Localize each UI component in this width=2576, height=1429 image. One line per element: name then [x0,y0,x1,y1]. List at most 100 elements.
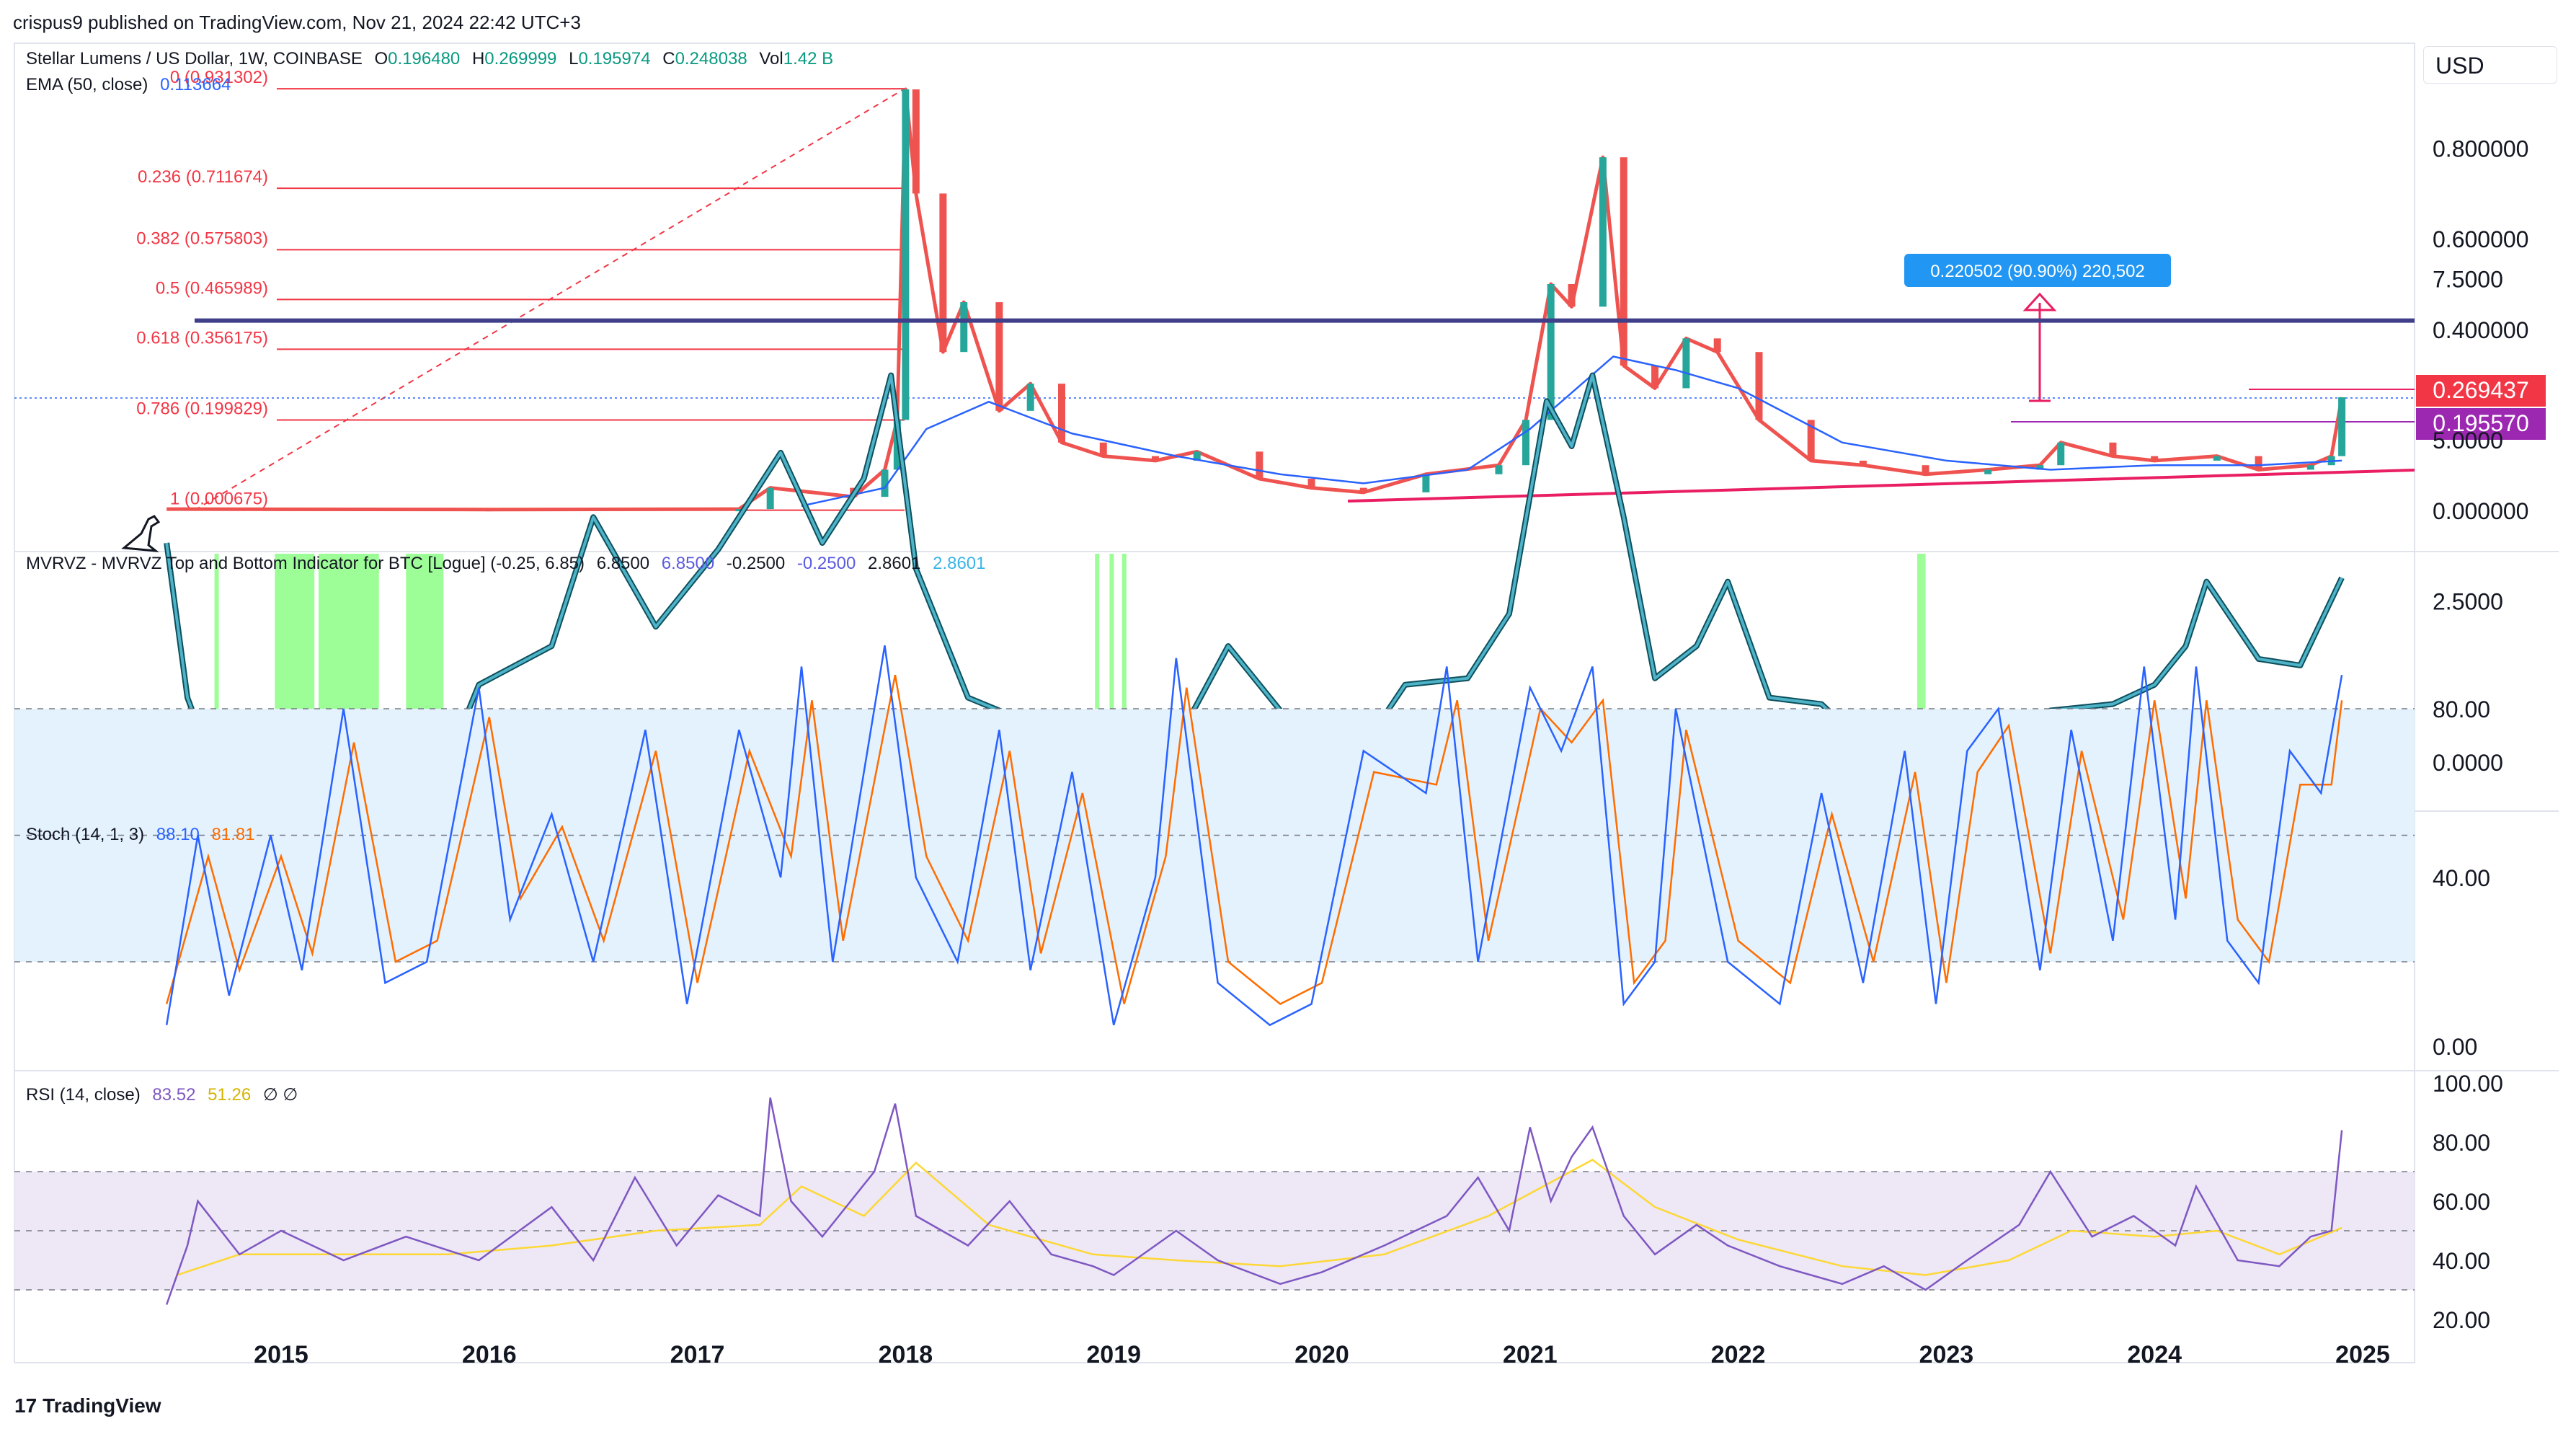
time-axis-label: 2021 [1503,1341,1558,1368]
rsi-axis-label: 100.00 [2433,1071,2503,1097]
rsi-label: RSI (14, close) [26,1085,141,1105]
rsi-axis-label: 60.00 [2433,1189,2490,1215]
stoch-label: Stoch (14, 1, 3) [26,825,145,844]
ohlc-close: C0.248038 [662,49,747,68]
price-candle [1547,284,1555,420]
price-candle [1026,384,1034,411]
ohlc-high: H0.269999 [471,49,557,68]
price-candle [1359,487,1367,492]
rsi-axis-label: 20.00 [2433,1307,2490,1333]
price-candle [1682,338,1690,389]
fib-label-0.618: 0.618 (0.356175) [136,328,268,348]
price-candle [2036,465,2044,470]
price-axis-label: 0.000000 [2433,498,2528,524]
fib-label-0: 0 (0.931302) [170,68,268,87]
stoch-axis-label: 40.00 [2433,865,2490,891]
current-price-badge [2416,375,2546,407]
price-candle [1151,456,1159,461]
price-candle [1651,366,1659,389]
mvrvz-green-zone [214,554,219,810]
ema-value: 0.113664 [160,75,231,94]
mvrvz-green-zone [1095,554,1100,810]
price-axis-label: 0.400000 [2433,317,2528,343]
mvrvz-label: MVRVZ - MVRVZ Top and Bottom Indicator f… [26,554,585,573]
price-candle [939,193,947,353]
price-candle [2306,465,2314,470]
rsi-legend: RSI (14, close) 83.52 51.26 ∅ ∅ [26,1084,305,1105]
time-axis-label: 2023 [1919,1341,1974,1368]
fib-label-1: 1 (0.000675) [170,490,268,509]
time-axis-label: 2015 [254,1341,308,1368]
ohlc-low: L0.195974 [569,49,651,68]
time-axis-label: 2020 [1294,1341,1349,1368]
price-candle [2338,397,2346,456]
mvrvz-value-2: 6.8500 [661,554,715,573]
level-price-badge-label: 0.195570 [2433,410,2528,436]
rsi-ma-line [177,1159,2342,1276]
price-candle [485,509,493,512]
mvrvz-value-4: -0.2500 [796,554,856,573]
ohlc-open: O0.196480 [374,49,461,68]
price-candle [2109,442,2117,456]
price-candle [735,509,743,512]
mvrvz-axis-label: 2.5000 [2433,589,2503,615]
rsi-ma-value: 51.26 [208,1085,252,1105]
measure-label: 0.220502 (90.90%) 220,502 [1930,262,2145,281]
fib-trend-line [194,88,905,511]
price-candle [2255,456,2262,470]
price-candle [766,487,774,510]
stoch-axis-label: 0.00 [2433,1034,2477,1060]
mvrvz-axis-label: 5.0000 [2433,428,2503,454]
stoch-legend: Stoch (14, 1, 3) 88.10 81.81 [26,825,262,845]
mvrvz-green-zone [1122,554,1127,810]
time-axis-label: 2018 [879,1341,933,1368]
rsi-axis-label: 80.00 [2433,1130,2490,1156]
footer-brand-label: TradingView [43,1394,161,1417]
price-candle [1568,284,1576,307]
mvrvz-value-1: 6.8500 [596,554,650,573]
currency-button[interactable]: USD [2423,46,2557,84]
publisher-line: crispus9 published on TradingView.com, N… [13,12,581,33]
measure-label-box [1904,254,2171,287]
stoch-d-value: 81.81 [211,825,255,844]
price-candle [1307,479,1315,488]
time-axis-label: 2024 [2127,1341,2182,1368]
rsi-value: 83.52 [152,1085,196,1105]
time-axis-label: 2022 [1711,1341,1766,1368]
price-candle [1522,420,1530,466]
price-candle [1755,352,1763,420]
price-candle [2151,456,2159,461]
ema-label: EMA (50, close) [26,75,148,94]
price-candle [902,89,910,420]
time-axis-label: 2016 [462,1341,517,1368]
fib-label-0.786: 0.786 (0.199829) [136,399,268,419]
level-price-badge [2416,408,2546,440]
price-candle [1193,451,1201,461]
price-axis-label: 0.800000 [2433,136,2528,162]
tradingview-logo-icon: 17 [14,1394,37,1417]
time-axis-label: 2019 [1086,1341,1141,1368]
price-candle [1984,469,1992,474]
mvrvz-value-3: -0.2500 [726,554,786,573]
price-candle [2213,456,2221,461]
stoch-k-line [165,645,2343,1027]
price-candle [2057,442,2065,466]
price-candle [1256,451,1263,479]
price-candle [881,469,889,497]
stoch-k-value: 88.10 [156,825,200,844]
mvrvz-axis-label: 7.5000 [2433,267,2503,293]
dino-icon [121,515,161,552]
mvrvz-value-6: 2.8601 [933,554,986,573]
price-candle [1620,157,1627,366]
price-candle [960,302,968,353]
price-candle [1495,465,1503,474]
footer-brand: 17 TradingView [14,1394,161,1417]
fib-label-0.236: 0.236 (0.711674) [138,167,268,187]
price-candle [995,302,1003,411]
price-candle [1922,465,1929,474]
support-trendline [1347,469,2415,503]
rsi-line [165,1097,2343,1305]
ema-line [801,355,2342,507]
stoch-d-line [165,674,2343,1005]
